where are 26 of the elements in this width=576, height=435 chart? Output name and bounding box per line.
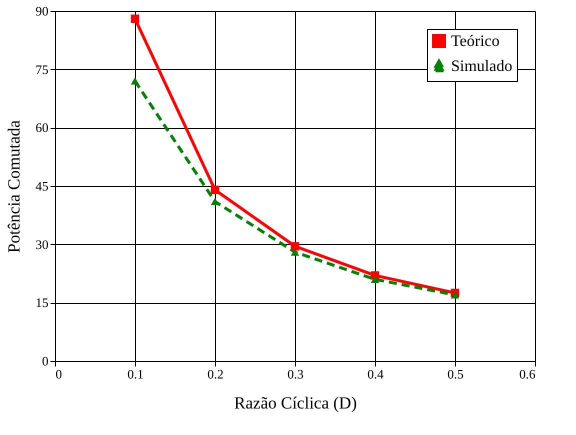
point	[370, 276, 380, 283]
y-tick-label: 15	[36, 295, 48, 310]
y-tick-label: 45	[36, 178, 48, 194]
point	[130, 77, 140, 85]
x-tick-label: 0.3	[287, 366, 304, 382]
x-tick-label: 0.5	[447, 366, 464, 382]
x-tick-label: 0.1	[127, 366, 144, 382]
y-tick-label: 90	[36, 4, 48, 18]
x-tick-label: 0.6	[519, 366, 536, 382]
point	[290, 242, 300, 250]
y-axis-title: Potência Comutada	[4, 120, 24, 253]
legend-label: Simulado	[451, 58, 512, 75]
y-tick-label: 60	[36, 120, 48, 136]
point	[210, 198, 220, 206]
y-tick-label: 75	[36, 62, 48, 77]
y-tick-label: 0	[42, 354, 48, 368]
point	[450, 291, 460, 299]
x-tick-label: 0	[56, 366, 62, 382]
y-tick-label: 30	[36, 236, 48, 252]
point	[210, 186, 220, 194]
point	[290, 248, 300, 256]
point	[130, 14, 140, 23]
x-axis-title: Razão Cíclica (D)	[234, 394, 357, 412]
x-tick-label: 0.4	[367, 366, 384, 382]
x-tick-label: 0.2	[207, 366, 224, 382]
legend-label: Teórico	[451, 33, 500, 50]
